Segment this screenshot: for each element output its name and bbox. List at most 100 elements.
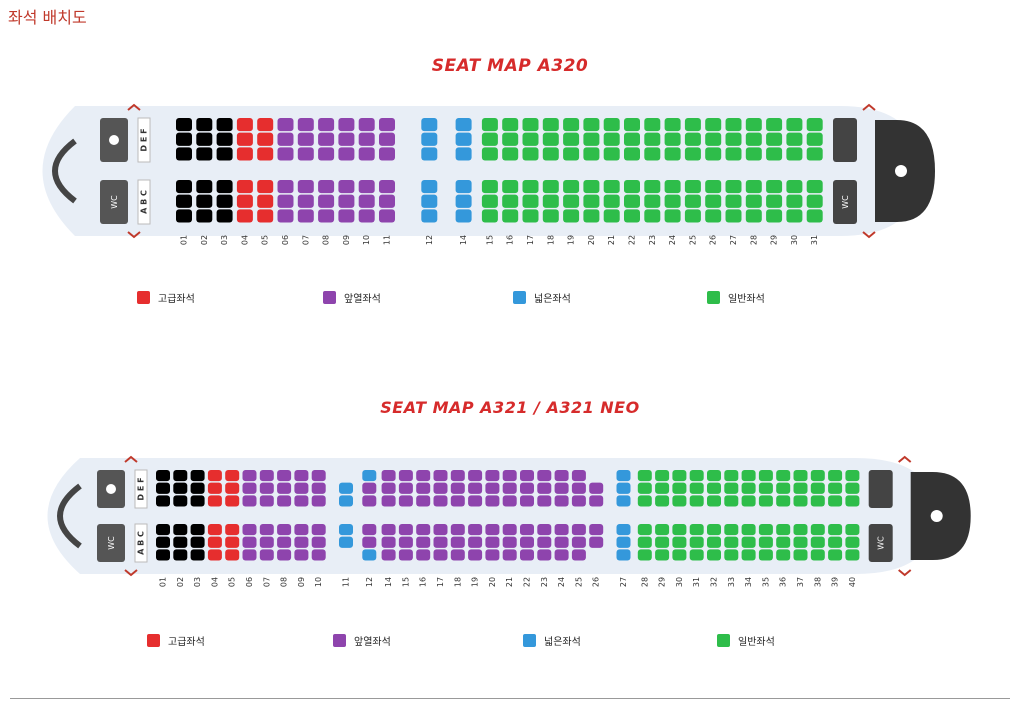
row-number-label: 14	[459, 235, 468, 245]
chevron-down-icon	[127, 231, 141, 239]
row-number-label: 12	[425, 235, 434, 245]
wc-label: WC	[110, 195, 119, 209]
seat-02	[173, 482, 188, 494]
row-number-label: 09	[297, 577, 306, 587]
seat-20	[583, 118, 600, 132]
seat-20	[485, 495, 500, 507]
seat-19	[563, 209, 580, 223]
seat-03	[216, 132, 233, 146]
seat-17	[433, 482, 448, 494]
seat-34	[741, 482, 756, 494]
seat-31	[806, 147, 823, 161]
seat-04	[236, 209, 253, 223]
seat-40	[845, 482, 860, 494]
row-number-label: 08	[322, 235, 331, 245]
chevron-down-icon	[898, 569, 912, 577]
row-number-label: 01	[180, 235, 189, 245]
row-number-label: 06	[281, 235, 290, 245]
seat-map-title-a320: SEAT MAP A320	[431, 56, 589, 76]
legend-a321: 고급좌석 앞열좌석 넓은좌석 일반좌석	[0, 633, 1020, 653]
seat-35	[758, 536, 773, 548]
seat-23	[644, 180, 661, 194]
seat-16	[502, 209, 519, 223]
seat-09	[338, 118, 355, 132]
seat-07	[259, 482, 274, 494]
seat-17	[433, 536, 448, 548]
seat-40	[845, 536, 860, 548]
seat-20	[485, 470, 500, 482]
row-number-label: 29	[658, 577, 667, 587]
legend-label: 넓은좌석	[544, 637, 581, 648]
row-number-label: 20	[587, 235, 596, 245]
seat-30	[672, 536, 687, 548]
seat-03	[190, 524, 205, 536]
seat-14	[455, 194, 472, 208]
seat-09	[338, 147, 355, 161]
seat-30	[786, 132, 803, 146]
seat-27	[616, 536, 631, 548]
seat-18	[542, 118, 559, 132]
seat-11	[339, 536, 353, 548]
seat-map-a320: WC D E F A B C 01 02 03 04 05 06 07 08 09 10 11 12 14 15…	[42, 103, 935, 245]
seat-07	[297, 118, 314, 132]
seat-map-title-a321: SEAT MAP A321 / A321 NEO	[380, 398, 640, 417]
seat-08	[277, 482, 292, 494]
bottom-divider	[10, 698, 1010, 699]
seat-18	[450, 524, 465, 536]
seat-04	[207, 482, 222, 494]
seat-31	[806, 209, 823, 223]
legend-label: 일반좌석	[738, 637, 775, 648]
seat-28	[745, 132, 762, 146]
seat-05	[225, 549, 240, 561]
seat-26	[589, 524, 604, 536]
seat-20	[485, 482, 500, 494]
seat-31	[689, 536, 704, 548]
seat-19	[563, 132, 580, 146]
seat-05	[225, 495, 240, 507]
seat-18	[450, 495, 465, 507]
seat-40	[845, 549, 860, 561]
seat-32	[707, 482, 721, 494]
front-wc-block	[100, 180, 128, 224]
seat-21	[502, 549, 517, 561]
row-number-label: 24	[557, 577, 566, 587]
seat-09	[338, 180, 355, 194]
seat-14	[455, 118, 472, 132]
row-number-label: 18	[546, 235, 555, 245]
seat-18	[450, 482, 465, 494]
row-number-label: 05	[261, 235, 270, 245]
row-number-label: 37	[796, 577, 805, 587]
seat-25	[571, 549, 586, 561]
seat-16	[416, 524, 431, 536]
seat-32	[707, 549, 721, 561]
seat-11	[379, 147, 395, 161]
seat-30	[672, 482, 687, 494]
legend-swatch-premium	[137, 291, 150, 304]
row-number-label: 16	[506, 235, 515, 245]
legend-item: 넓은좌석	[523, 633, 581, 648]
seat-02	[173, 470, 188, 482]
seat-25	[571, 482, 586, 494]
seat-28	[745, 209, 762, 223]
row-number-label: 19	[567, 235, 576, 245]
row-number-label: 02	[200, 235, 209, 245]
seat-31	[689, 470, 704, 482]
row-number-label: 25	[574, 577, 583, 587]
seat-30	[672, 470, 687, 482]
row-number-label: 09	[342, 235, 351, 245]
seat-39	[828, 524, 843, 536]
seat-01	[156, 470, 170, 482]
seat-15	[481, 180, 498, 194]
seat-23	[537, 470, 552, 482]
legend-a320: 고급좌석 앞열좌석 넓은좌석 일반좌석	[0, 290, 1020, 310]
seat-16	[416, 482, 431, 494]
seat-27	[616, 482, 631, 494]
row-number-label: 17	[526, 235, 535, 245]
seat-34	[741, 495, 756, 507]
seat-28	[637, 482, 652, 494]
row-letter-box	[137, 179, 151, 225]
seat-17	[433, 549, 448, 561]
seat-23	[537, 482, 552, 494]
seat-02	[196, 118, 213, 132]
seat-14	[455, 132, 472, 146]
